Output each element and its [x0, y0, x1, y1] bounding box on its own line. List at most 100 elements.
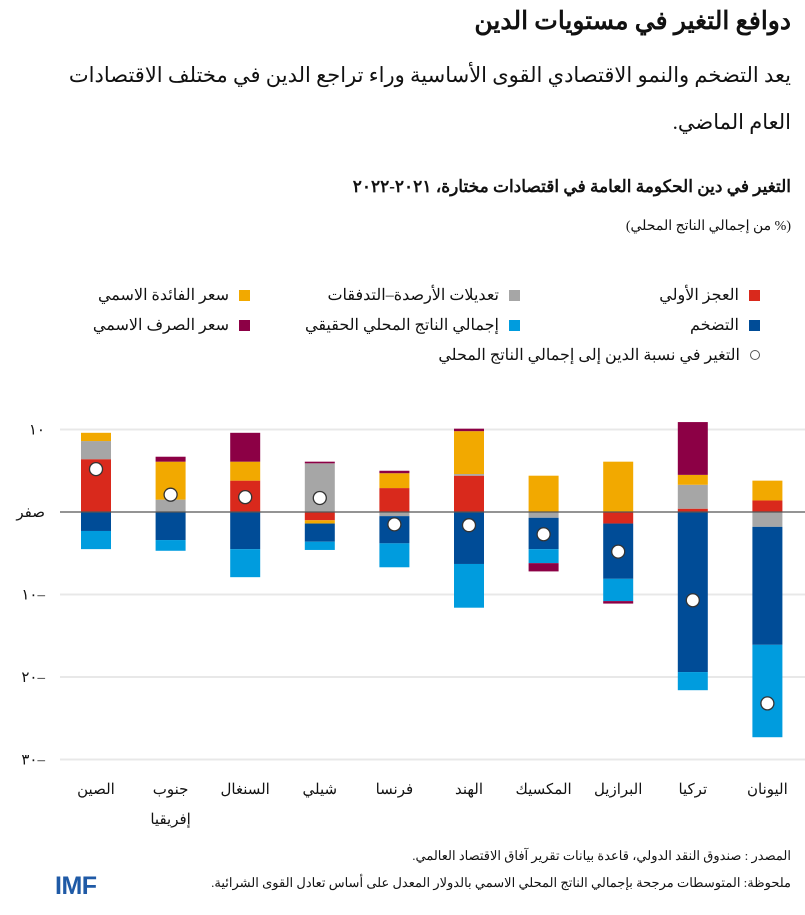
bar-segment	[752, 526, 783, 645]
legend-real-gdp: إجمالي الناتج المحلي الحقيقي	[305, 315, 520, 335]
legend-label: التضخم	[690, 317, 739, 334]
debt-ratio-point	[163, 487, 178, 502]
x-category-label: البرازيل	[593, 782, 643, 798]
bar-segment	[752, 644, 783, 738]
debt-ratio-point	[536, 527, 551, 542]
page-subtitle: يعد التضخم والنمو الاقتصادي القوى الأساس…	[68, 63, 791, 134]
legend-swatch	[749, 289, 760, 301]
bar-segment	[454, 474, 484, 476]
legend-label: سعر الفائدة الاسمي	[97, 287, 229, 304]
y-tick-label: ١٠	[29, 423, 45, 439]
legend-swatch	[509, 289, 520, 301]
debt-ratio-point	[760, 696, 775, 711]
y-tick-label: ١٠–	[21, 588, 45, 604]
legend-inflation: التضخم	[690, 315, 760, 335]
bar-segment	[603, 461, 634, 512]
x-category-label: السنغال	[220, 782, 270, 798]
legend-dot-icon	[750, 350, 760, 360]
bar-segment	[603, 578, 634, 602]
bar-segment	[528, 563, 559, 572]
legend-stock-flow: تعديلات الأرصدة–التدفقات	[327, 285, 520, 305]
x-category-label: شيلي	[302, 782, 338, 798]
bar-segment	[752, 480, 783, 501]
debt-ratio-point	[387, 517, 402, 532]
legend-label: إجمالي الناتج المحلي الحقيقي	[304, 317, 499, 334]
x-category-label: الهند	[454, 782, 484, 798]
bar-segment	[81, 441, 111, 460]
bar-segment	[752, 500, 783, 512]
bar-segment	[677, 484, 708, 509]
chart-title: التغير في دين الحكومة العامة في اقتصادات…	[352, 177, 791, 196]
bar-segment	[304, 512, 335, 521]
legend-interest: سعر الفائدة الاسمي	[98, 285, 250, 305]
x-category-label: اليونان	[747, 782, 788, 798]
legend-label: تعديلات الأرصدة–التدفقات	[327, 287, 499, 304]
bar-segment	[155, 512, 186, 541]
bar-segment	[677, 508, 708, 512]
bar-segment	[528, 512, 559, 518]
debt-ratio-point	[312, 490, 327, 506]
legend-swatch	[239, 319, 250, 331]
bar-segment	[230, 549, 261, 578]
legend-swatch	[509, 319, 520, 331]
legend-debt-ratio-change: التغير في نسبة الدين إلى إجمالي الناتج ا…	[438, 345, 760, 365]
chart-unit: (% من إجمالي الناتج المحلي)	[625, 219, 791, 234]
bar-segment	[677, 512, 708, 673]
bar-segment	[528, 475, 559, 512]
x-category-label: الصين	[77, 782, 115, 798]
bar-segment	[528, 549, 559, 564]
debt-ratio-point	[238, 490, 253, 505]
debt-ratio-point	[88, 461, 104, 477]
legend-label: التغير في نسبة الدين إلى إجمالي الناتج ا…	[438, 347, 740, 364]
bar-segment	[304, 541, 335, 550]
bar-segment	[230, 512, 261, 550]
bar-segment	[155, 540, 186, 551]
y-tick-label: ٢٠–	[21, 670, 45, 686]
source-note: المصدر : صندوق النقد الدولي، قاعدة بيانا…	[412, 848, 791, 863]
bar-segment	[379, 512, 410, 517]
bar-segment	[603, 512, 634, 524]
bar-segment	[379, 543, 410, 568]
bar-segment	[752, 512, 783, 527]
debt-ratio-point	[685, 593, 700, 608]
bar-segment	[677, 672, 708, 691]
footnote: ملحوظة: المتوسطات مرجحة بإجمالي الناتج ا…	[211, 875, 791, 890]
bar-segment	[379, 488, 410, 512]
legend-label: العجز الأولي	[659, 287, 739, 304]
bar-segment	[230, 461, 261, 481]
bar-segment	[304, 520, 335, 524]
y-tick-label: صفر	[15, 505, 45, 521]
bar-segment	[677, 474, 708, 485]
bar-segment	[454, 428, 484, 432]
bar-segment	[230, 432, 261, 462]
bar-segment	[454, 563, 484, 608]
stacked-bar-chart: ١٠ صفر ١٠– ٢٠– ٣٠–	[15, 422, 805, 769]
x-category-label: جنوب إفريقيا	[150, 782, 191, 828]
bar-segment	[379, 473, 410, 489]
bar-segment	[304, 523, 335, 542]
bar-segment	[81, 530, 111, 550]
page-title: دوافع التغير في مستويات الدين	[474, 8, 791, 35]
debt-ratio-point	[611, 544, 626, 559]
legend-swatch	[749, 319, 760, 331]
bar-segment	[155, 499, 186, 512]
imf-logo: IMF	[55, 872, 97, 900]
y-tick-label: ٣٠–	[21, 753, 45, 769]
bar-segment	[379, 470, 410, 474]
x-category-label: المكسيك	[515, 782, 572, 798]
bar-segment	[677, 422, 708, 475]
bar-segment	[304, 461, 335, 464]
legend-exchange-rate: سعر الصرف الاسمي	[93, 315, 250, 335]
x-category-label: فرنسا	[375, 782, 414, 798]
debt-ratio-point	[461, 518, 477, 533]
bar-segment	[454, 431, 484, 475]
bar-segment	[81, 512, 111, 531]
legend-primary-deficit: العجز الأولي	[659, 285, 760, 305]
x-category-label: تركيا	[678, 782, 708, 798]
bar-segment	[603, 601, 634, 604]
legend-label: سعر الصرف الاسمي	[92, 317, 229, 334]
bar-segment	[155, 456, 186, 462]
bar-segment	[454, 475, 484, 512]
legend-swatch	[239, 289, 250, 301]
bar-segment	[81, 432, 111, 442]
